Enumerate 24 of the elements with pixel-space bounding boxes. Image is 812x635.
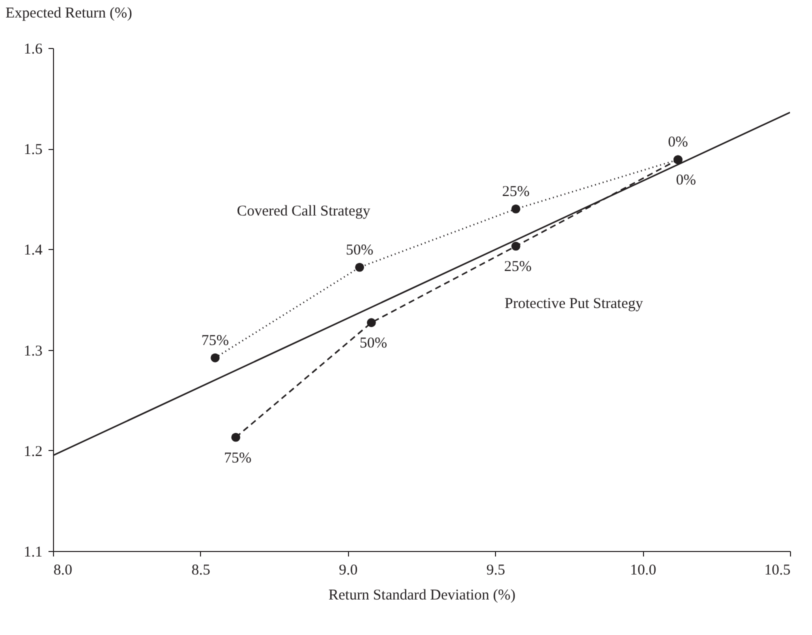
annotation: 50% [360,336,388,352]
annotation: 0% [676,172,696,189]
x-tick-label: 8.0 [54,562,72,578]
annotation: 75% [224,450,252,466]
annotation: 75% [201,332,229,349]
y-axis-title: Expected Return (%) [6,6,132,22]
y-tick-label: 1.1 [24,544,42,560]
annotation: 25% [502,184,530,200]
annotation: 25% [504,259,532,276]
x-tick-label: 9.5 [486,562,506,578]
annotation: 50% [346,242,374,258]
y-tick-label: 1.4 [24,242,43,259]
text: Covered Call Strategy [236,203,371,220]
y-tick-label: 1.6 [24,42,43,58]
x-tick-label: 9.0 [338,562,358,578]
text: Protective Put Strategy [504,296,644,312]
y-tick-label: 1.2 [24,444,42,460]
x-tick-label: 10.0 [630,562,656,578]
annotation: 0% [668,134,688,151]
y-tick-label: 1.5 [24,142,42,158]
x-tick-label: 10.5 [764,562,790,578]
x-tick-label: 8.5 [192,562,210,578]
y-tick-label: 1.3 [24,343,42,360]
x-axis-title: Return Standard Deviation (%) [328,588,516,604]
